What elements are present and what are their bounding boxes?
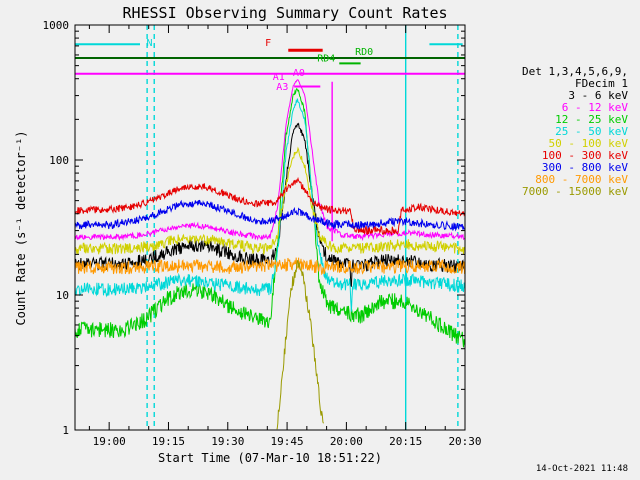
x-tick-label: 20:15: [389, 435, 422, 448]
chart-title: RHESSI Observing Summary Count Rates: [122, 4, 448, 22]
y-tick-label: 1: [62, 424, 69, 437]
flag-label-RD4: RD4: [317, 54, 335, 65]
x-axis-label: Start Time (07-Mar-10 18:51:22): [158, 451, 382, 465]
series-800-7000keV: [74, 257, 466, 276]
legend-item: 7000 - 15000 keV: [522, 185, 628, 198]
legend-item: 50 - 100 keV: [548, 137, 628, 150]
creation-timestamp: 14-Oct-2021 11:48: [535, 464, 628, 474]
x-tick-label: 19:45: [271, 435, 304, 448]
legend-item: 12 - 25 keV: [555, 113, 628, 126]
series-25-50keV: [74, 98, 466, 312]
y-tick-label: 100: [49, 154, 69, 167]
legend-item: 300 - 800 keV: [541, 161, 628, 174]
series-7000-15000keV: [276, 259, 324, 430]
legend-item: 100 - 300 keV: [541, 149, 628, 162]
x-tick-label: 19:30: [211, 435, 244, 448]
series-300-800keV: [74, 199, 465, 232]
flag-label-A3: A3: [276, 82, 288, 93]
x-tick-label: 20:00: [330, 435, 363, 448]
series-50-100keV: [74, 146, 466, 255]
flag-label-RD0: RD0: [355, 47, 373, 58]
flag-label-A1: A1: [273, 72, 285, 83]
x-tick-label: 19:15: [152, 435, 185, 448]
y-axis-label: Count Rate (s⁻¹ detector⁻¹): [14, 130, 28, 326]
x-tick-label: 20:30: [448, 435, 481, 448]
flag-label-A0: A0: [293, 68, 305, 79]
axes-box: [74, 24, 466, 431]
legend-item: 6 - 12 keV: [561, 101, 628, 114]
flag-label-N: N: [146, 38, 152, 49]
flag-label-F: F: [265, 38, 271, 49]
legend-header: FDecim 1: [575, 77, 628, 90]
legend-header: Det 1,3,4,5,6,9,: [522, 65, 628, 78]
series-6-12keV: [74, 79, 465, 242]
y-tick-label: 1000: [43, 19, 70, 32]
x-tick-label: 19:00: [93, 435, 126, 448]
legend-item: 25 - 50 keV: [555, 125, 628, 138]
legend-item: 3 - 6 keV: [568, 89, 628, 102]
series-12-25keV: [74, 87, 466, 348]
y-tick-label: 10: [56, 289, 69, 302]
legend-item: 800 - 7000 keV: [535, 173, 628, 186]
